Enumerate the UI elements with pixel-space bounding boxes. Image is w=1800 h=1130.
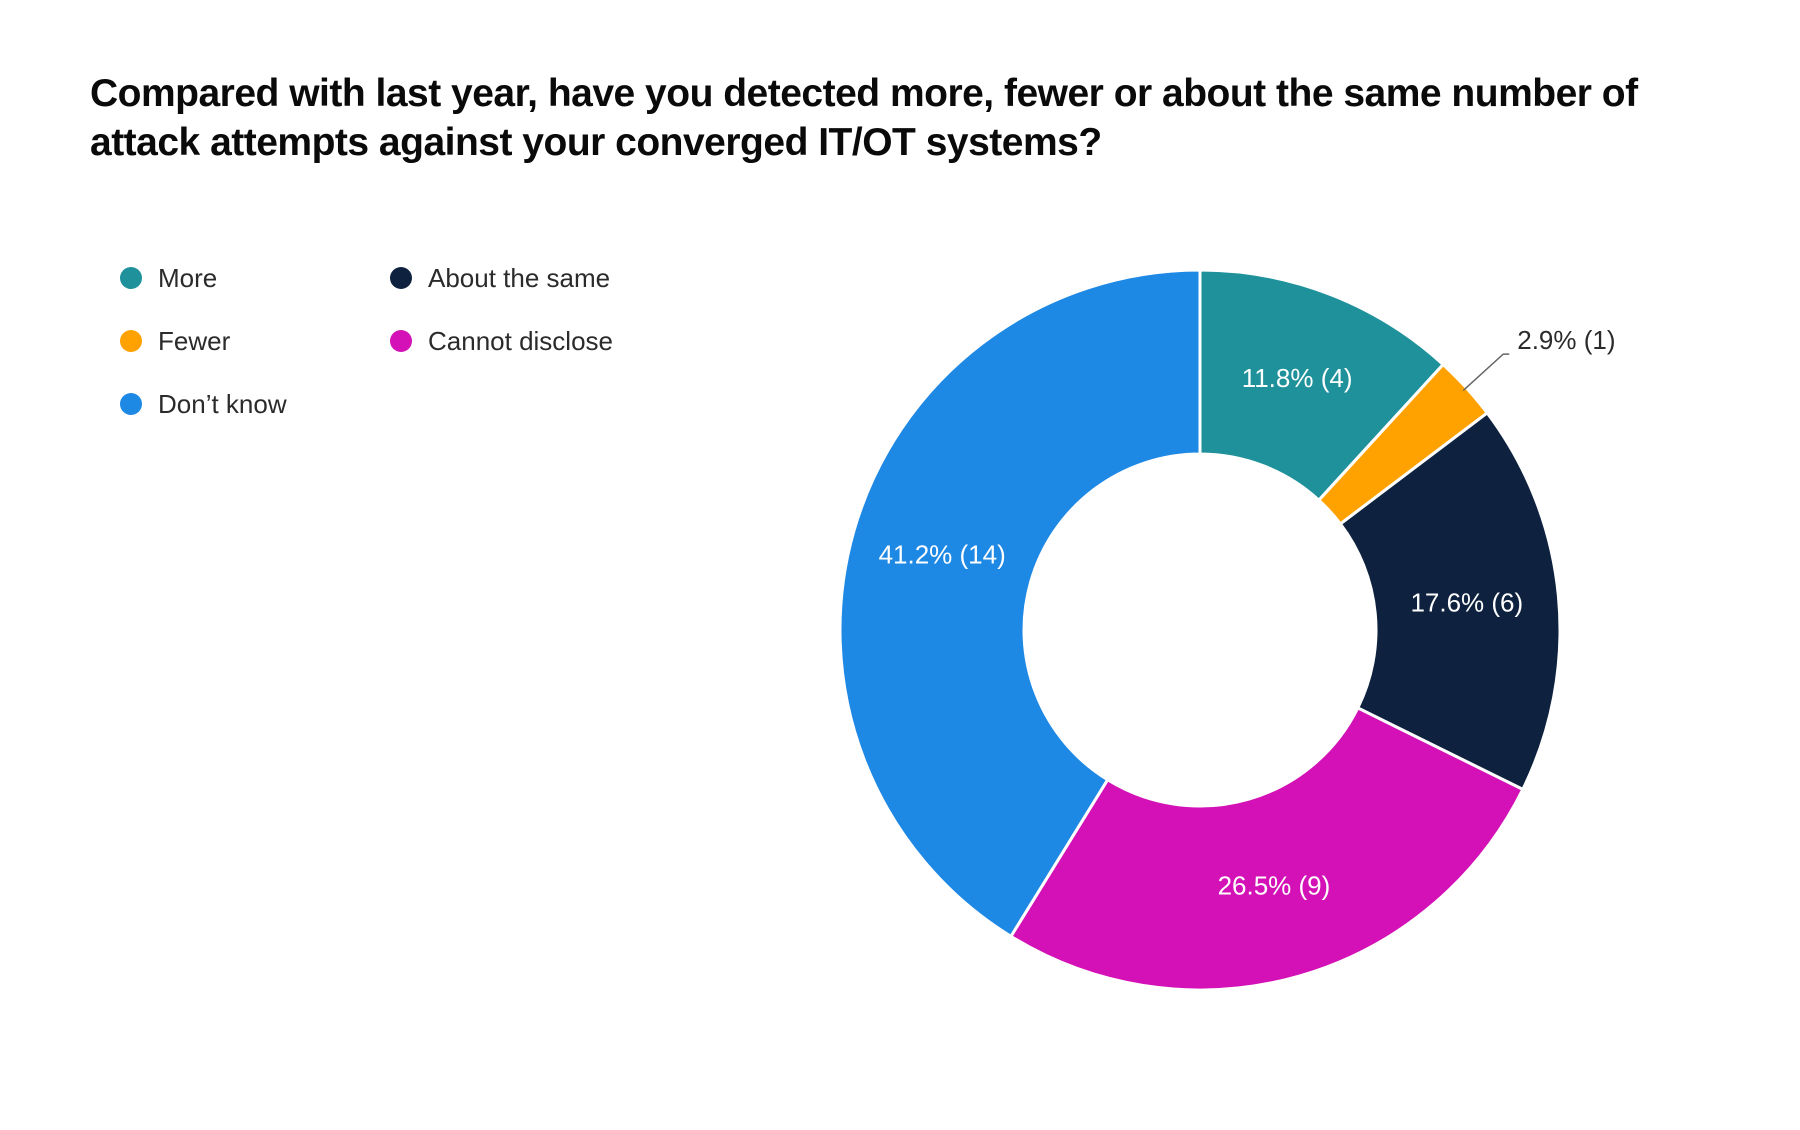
callout-line-fewer — [1463, 354, 1509, 390]
legend-label-more: More — [158, 263, 217, 294]
legend-item-fewer: Fewer — [120, 326, 380, 357]
legend-swatch-dont-know — [120, 393, 142, 415]
legend-swatch-cannot-disclose — [390, 330, 412, 352]
legend-item-more: More — [120, 263, 380, 294]
legend-swatch-about-the-same — [390, 267, 412, 289]
legend-item-dont-know: Don’t know — [120, 389, 380, 420]
legend-item-cannot-disclose: Cannot disclose — [390, 326, 690, 357]
slice-label-more: 11.8% (4) — [1242, 363, 1353, 393]
slice-label-about-the-same: 17.6% (6) — [1410, 588, 1523, 618]
legend-swatch-fewer — [120, 330, 142, 352]
donut-chart: 11.8% (4) 2.9% (1) 17.6% (6) 26.5% (9) 41.2%… — [700, 130, 1700, 1130]
legend-label-dont-know: Don’t know — [158, 389, 287, 420]
legend-item-about-the-same: About the same — [390, 263, 690, 294]
slice-cannot-disclose — [1011, 708, 1523, 990]
slice-label-cannot-disclose: 26.5% (9) — [1218, 870, 1331, 900]
legend-label-about-the-same: About the same — [428, 263, 610, 294]
donut-svg: 11.8% (4) 2.9% (1) 17.6% (6) 26.5% (9) 41.2%… — [700, 130, 1700, 1130]
chart-container: Compared with last year, have you detect… — [0, 0, 1800, 1100]
slice-label-fewer: 2.9% (1) — [1517, 325, 1615, 355]
slice-label-dont-know: 41.2% (14) — [879, 540, 1006, 570]
legend-swatch-more — [120, 267, 142, 289]
legend-label-cannot-disclose: Cannot disclose — [428, 326, 613, 357]
legend-label-fewer: Fewer — [158, 326, 230, 357]
